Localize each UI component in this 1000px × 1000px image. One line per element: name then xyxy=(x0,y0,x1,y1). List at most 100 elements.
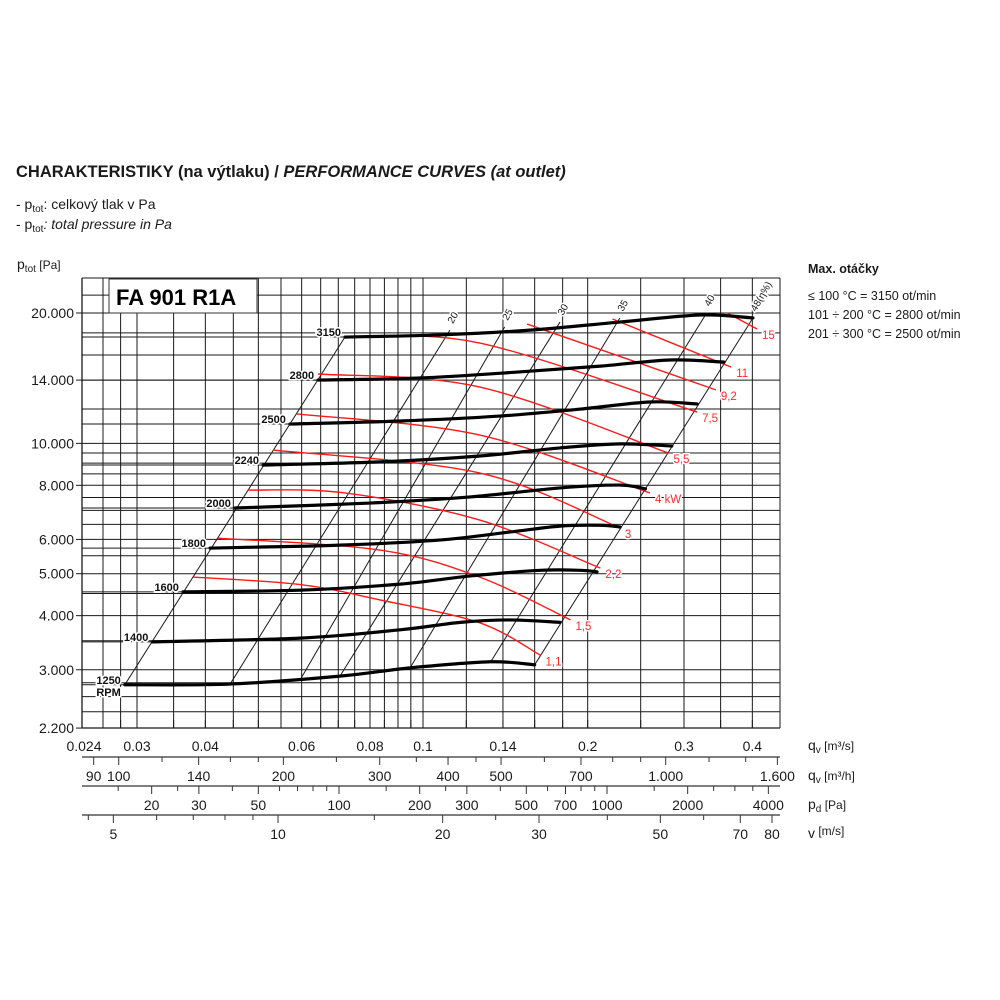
y-tick-label: 8.000 xyxy=(39,477,74,493)
efficiency-label: 30 xyxy=(556,302,571,318)
speed-label: 1800 xyxy=(182,538,206,550)
axis-tick-label: 0.04 xyxy=(192,738,219,754)
speed-label: 1600 xyxy=(154,582,178,594)
axis-tick-label: 700 xyxy=(554,797,578,813)
model-box xyxy=(108,278,258,314)
speed-curve xyxy=(208,523,622,550)
y-tick-label: 2.200 xyxy=(39,720,74,736)
power-curve xyxy=(726,312,758,330)
axis-title-qv-m3h: qv [m³/h] xyxy=(808,767,855,786)
power-label: 4 kW xyxy=(655,494,681,506)
power-label: 7,5 xyxy=(702,413,718,425)
speed-curve xyxy=(123,660,537,687)
axis-tick-label: 90 xyxy=(86,768,102,784)
axis-tick-label: 0.1 xyxy=(413,738,433,754)
legend-czech: - ptot: celkový tlak v Pa xyxy=(16,196,156,215)
speed-curve xyxy=(181,568,599,594)
axis-tick-label: 80 xyxy=(764,826,780,842)
axis-tick-label: 0.2 xyxy=(578,738,598,754)
axis-tick-label: 0.024 xyxy=(66,738,101,754)
y-tick-label: 4.000 xyxy=(39,608,74,624)
speed-label: 2240 xyxy=(235,455,259,467)
axis-tick-label: 30 xyxy=(531,826,547,842)
axis-tick-label: 20 xyxy=(144,797,160,813)
axis-title-qv-m3s: qv [m³/s] xyxy=(808,737,854,756)
efficiency-line xyxy=(124,336,346,686)
speed-label: 1250 xyxy=(96,675,120,687)
chart-title: CHARAKTERISTIKY (na výtlaku) / PERFORMAN… xyxy=(16,163,566,182)
power-label: 5,5 xyxy=(673,454,689,466)
efficiency-label: 35 xyxy=(616,298,631,314)
efficiency-line xyxy=(229,329,451,685)
axis-tick-label: 0.08 xyxy=(356,738,383,754)
speed-curve xyxy=(233,483,647,510)
speed-label: 1400 xyxy=(124,632,148,644)
max-speed-heading: Max. otáčky xyxy=(808,262,879,276)
speed-curve xyxy=(261,442,674,467)
speed-label: 2500 xyxy=(261,414,285,426)
y-axis-label: ptot [Pa] xyxy=(17,256,61,275)
axis-tick-label: 200 xyxy=(408,797,432,813)
axis-tick-label: 0.3 xyxy=(674,738,694,754)
axis-tick-label: 30 xyxy=(191,797,207,813)
power-curve xyxy=(218,537,571,621)
power-curve xyxy=(273,449,621,529)
power-label: 15 xyxy=(762,330,775,342)
power-label: 9,2 xyxy=(721,391,737,403)
axis-tick-label: 2000 xyxy=(672,797,703,813)
y-tick-label: 5.000 xyxy=(39,566,74,582)
axis-tick-label: 1.600 xyxy=(760,768,795,784)
power-curve xyxy=(193,576,541,656)
y-tick-label: 14.000 xyxy=(31,372,74,388)
axis-tick-label: 140 xyxy=(187,768,211,784)
max-speed-line: ≤ 100 °C = 3150 ot/min xyxy=(808,289,937,303)
speed-label: 2000 xyxy=(206,498,230,510)
speed-curve xyxy=(150,618,562,644)
axis-tick-label: 0.4 xyxy=(743,738,763,754)
axis-tick-label: 300 xyxy=(368,768,392,784)
power-curve xyxy=(296,413,651,494)
axis-tick-label: 10 xyxy=(270,826,286,842)
axis-tick-label: 70 xyxy=(732,826,748,842)
efficiency-label: 20 xyxy=(446,310,461,326)
y-tick-label: 10.000 xyxy=(31,435,74,451)
power-label: 11 xyxy=(736,368,748,380)
axis-tick-label: 1.000 xyxy=(648,768,683,784)
axis-tick-label: 50 xyxy=(653,826,669,842)
max-speed-line: 101 ÷ 200 °C = 2800 ot/min xyxy=(808,308,961,322)
speed-label: 3150 xyxy=(316,327,340,339)
axis-tick-label: 0.06 xyxy=(288,738,315,754)
speed-curve xyxy=(288,400,699,426)
axis-tick-label: 300 xyxy=(455,797,479,813)
power-curve xyxy=(247,489,601,569)
axis-tick-label: 500 xyxy=(489,768,513,784)
speed-label: 2800 xyxy=(290,370,314,382)
efficiency-line xyxy=(299,326,506,681)
y-tick-label: 20.000 xyxy=(31,305,74,321)
max-speed-line: 201 ÷ 300 °C = 2500 ot/min xyxy=(808,327,961,341)
legend-english: - ptot: total pressure in Pa xyxy=(16,216,172,235)
y-tick-label: 6.000 xyxy=(39,531,74,547)
axis-tick-label: 5 xyxy=(109,826,117,842)
y-tick-label: 3.000 xyxy=(39,662,74,678)
axis-tick-label: 1000 xyxy=(591,797,622,813)
model-name: FA 901 R1A xyxy=(116,285,236,310)
max-speed-panel: Max. otáčky ≤ 100 °C = 3150 ot/min 101 ÷… xyxy=(808,260,961,344)
axis-tick-label: 20 xyxy=(435,826,451,842)
axis-tick-label: 200 xyxy=(272,768,296,784)
power-label: 1,1 xyxy=(546,656,562,668)
power-label: 2,2 xyxy=(605,569,621,581)
power-curve xyxy=(318,373,669,454)
power-label: 3 xyxy=(625,529,631,541)
axis-title-pd: pd [Pa] xyxy=(808,796,846,815)
axis-tick-label: 500 xyxy=(515,797,539,813)
axis-tick-label: 4000 xyxy=(753,797,784,813)
efficiency-label: 48(η%) xyxy=(749,280,775,313)
speed-curve xyxy=(343,313,755,339)
axis-tick-label: 100 xyxy=(327,797,351,813)
speed-curve xyxy=(316,358,726,382)
axis-tick-label: 50 xyxy=(251,797,267,813)
title-english: PERFORMANCE CURVES (at outlet) xyxy=(283,163,566,181)
axis-tick-label: 0.03 xyxy=(123,738,150,754)
